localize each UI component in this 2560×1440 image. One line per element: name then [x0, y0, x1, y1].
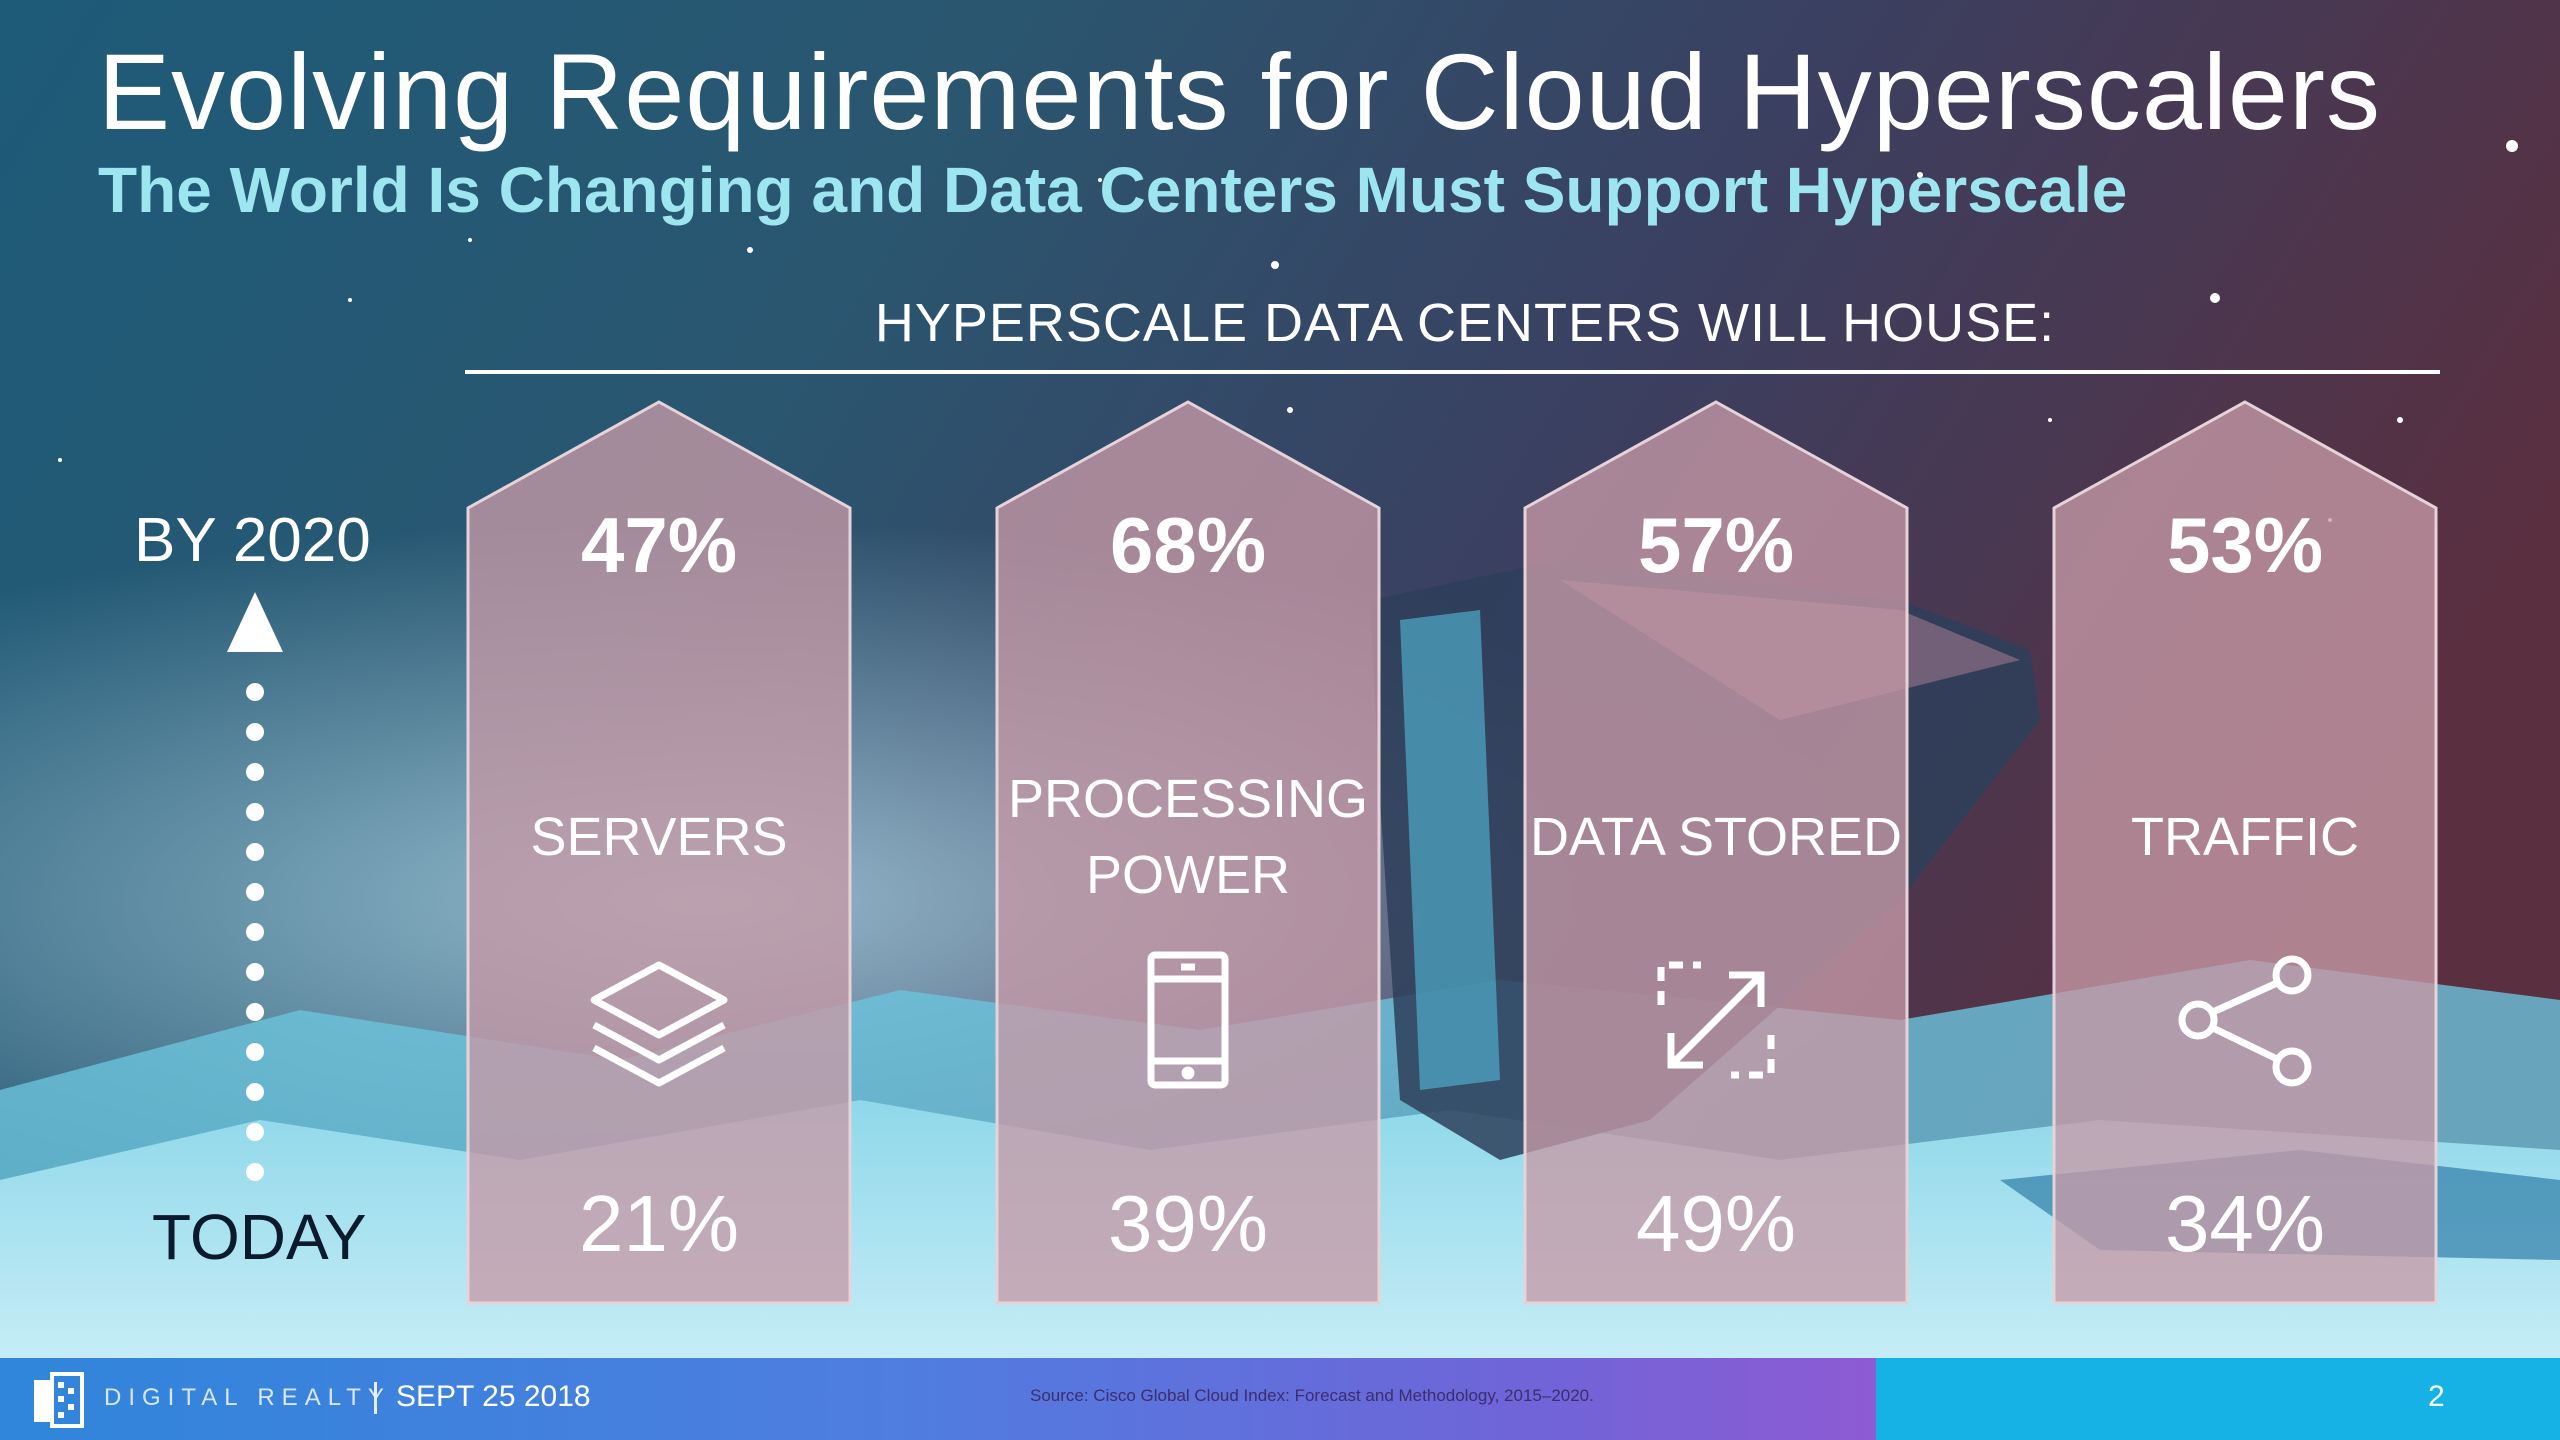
share-nodes-icon: [2178, 955, 2312, 1087]
card-future-value: 53%: [2166, 501, 2324, 589]
card-label: SERVERS: [530, 807, 788, 867]
card-future-value: 68%: [1109, 501, 1267, 589]
card-data-stored: 57% DATA STORED 49%: [1523, 400, 1909, 1305]
footer-date: SEPT 25 2018: [396, 1380, 591, 1413]
card-arrow-shape: [466, 400, 852, 1305]
footer-bar: DIGITAL REALTY SEPT 25 2018 Source: Cisc…: [0, 1358, 2560, 1440]
timeline-top-label: BY 2020: [134, 506, 371, 575]
footer-source: Source: Cisco Global Cloud Index: Foreca…: [1030, 1386, 1594, 1405]
section-heading: HYPERSCALE DATA CENTERS WILL HOUSE:: [874, 293, 2056, 353]
card-future-value: 47%: [580, 501, 738, 589]
footer-accent: [1876, 1358, 2560, 1440]
section-divider: [465, 370, 2440, 374]
layers-icon: [590, 961, 728, 1087]
card-traffic: 53% TRAFFIC 34%: [2052, 400, 2438, 1305]
card-label-line1: PROCESSING: [1007, 769, 1369, 829]
footer-brand: DIGITAL REALTY: [104, 1384, 391, 1411]
timeline-bottom-label: TODAY: [152, 1201, 367, 1273]
card-today-value: 21%: [578, 1179, 740, 1268]
digital-realty-logo-icon: [34, 1372, 84, 1428]
card-arrow-shape: [2052, 400, 2438, 1305]
card-arrow-shape: [995, 400, 1381, 1305]
card-servers: 47% SERVERS 21%: [466, 400, 852, 1305]
timeline-arrow-icon: [227, 592, 283, 1181]
footer-separator: [374, 1382, 377, 1414]
card-today-value: 34%: [2164, 1179, 2326, 1268]
expand-arrows-icon: [1657, 961, 1775, 1079]
mobile-device-icon: [1147, 951, 1229, 1089]
slide-subtitle: The World Is Changing and Data Centers M…: [98, 154, 2128, 226]
card-label: PROCESSING POWER: [995, 762, 1381, 913]
card-label: DATA STORED: [1529, 807, 1903, 867]
card-today-value: 49%: [1635, 1179, 1797, 1268]
card-label-line2: POWER: [1085, 844, 1290, 905]
card-processing-power: 68% PROCESSING POWER 39%: [995, 400, 1381, 1305]
page-number: 2: [2428, 1380, 2445, 1413]
card-future-value: 57%: [1637, 501, 1795, 589]
card-arrow-shape: [1523, 400, 1909, 1305]
slide-title: Evolving Requirements for Cloud Hypersca…: [98, 31, 2381, 152]
card-today-value: 39%: [1107, 1179, 1269, 1268]
card-label: TRAFFIC: [2131, 807, 2359, 867]
